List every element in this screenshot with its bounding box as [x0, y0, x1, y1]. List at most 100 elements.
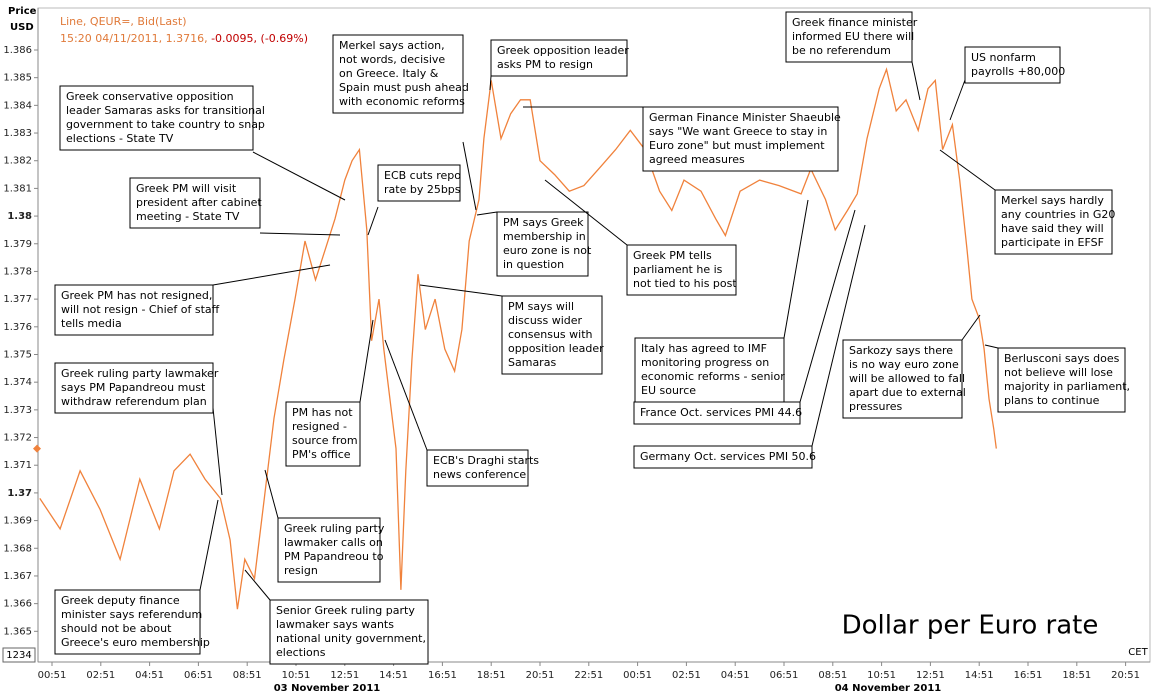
y-tick-label: 1.382 — [3, 156, 32, 167]
annotation-leader — [212, 264, 331, 286]
annotation-leader — [462, 141, 477, 211]
annotation-leader — [359, 319, 374, 403]
annotation-leader — [911, 61, 921, 101]
annotation-text: Greek PM tells — [633, 249, 712, 262]
annotation-text: should not be about — [61, 622, 172, 635]
annotation-text: pressures — [849, 400, 903, 413]
annotation-text: Greek PM will visit — [136, 182, 237, 195]
y-tick-label: 1.368 — [3, 543, 32, 554]
x-tick-label: 14:51 — [379, 670, 408, 681]
annotation-text: ECB's Draghi starts — [433, 454, 539, 467]
annotation-text: on Greece. Italy & — [339, 67, 439, 80]
legend-header: Line, QEUR=, Bid(Last) — [60, 15, 187, 28]
annotation-text: informed EU there will — [792, 30, 914, 43]
annotation-box — [269, 599, 429, 665]
annotation-text: Sarkozy says there — [849, 344, 953, 357]
annotation-text: Greek PM has not resigned, — [61, 289, 212, 302]
y-tick-label: 1.37 — [7, 488, 32, 499]
annotation-text: PM's office — [292, 448, 351, 461]
annotation-text: Italy has agreed to IMF — [641, 342, 767, 355]
annotation-leader — [419, 284, 503, 297]
y-tick-label: 1.371 — [3, 460, 32, 471]
y-tick-label: 1.369 — [3, 516, 32, 527]
annotation-text: Greek ruling party — [284, 522, 385, 535]
annotation-leader — [949, 79, 966, 121]
annotation-text: Germany Oct. services PMI 50.6 — [640, 450, 816, 463]
annotation-text: euro zone is not — [503, 244, 592, 257]
annotation-box — [129, 177, 261, 229]
x-tick-label: 18:51 — [1062, 670, 1091, 681]
annotation-text: payrolls +80,000 — [971, 65, 1065, 78]
annotation-text: majority in parliament, — [1004, 380, 1130, 393]
annotation-text: Samaras — [508, 356, 556, 369]
x-tick-label: 10:51 — [867, 670, 896, 681]
annotation-text: Greek ruling party lawmaker — [61, 367, 219, 380]
x-tick-label: 02:51 — [672, 670, 701, 681]
annotation-text: PM Papandreou to — [284, 550, 384, 563]
annotation-text: elections — [276, 646, 326, 659]
annotation-text: apart due to external — [849, 386, 966, 399]
annotation-text: will be allowed to fall — [849, 372, 965, 385]
last-value-marker — [33, 444, 41, 453]
annotation-text: Spain must push ahead — [339, 81, 469, 94]
annotation-leader — [544, 179, 628, 246]
annotation-box — [277, 517, 381, 583]
annotation-text: PM says will — [508, 300, 574, 313]
annotation-leader — [212, 407, 223, 496]
annotation-text: agreed measures — [649, 153, 745, 166]
annotation-text: will not resign - Chief of staff — [61, 303, 220, 316]
legend-quote-change: -0.0095, (-0.69%) — [211, 32, 308, 45]
annotation-leader — [259, 232, 341, 236]
x-tick-label: 04:51 — [135, 670, 164, 681]
annotation-text: US nonfarm — [971, 51, 1036, 64]
y-tick-label: 1.384 — [3, 100, 32, 111]
annotation-text: Greek finance minister — [792, 16, 918, 29]
x-tick-label: 10:51 — [282, 670, 311, 681]
x-tick-label: 14:51 — [965, 670, 994, 681]
annotation-box — [496, 211, 589, 277]
annotation-text: Greek conservative opposition — [66, 90, 234, 103]
y-tick-label: 1.374 — [3, 377, 32, 388]
y-tick-label: 1.365 — [3, 626, 32, 637]
date-label: 03 November 2011 — [274, 683, 381, 694]
annotation-leader — [199, 499, 219, 591]
y-tick-label: 1.385 — [3, 73, 32, 84]
annotation-box — [59, 85, 254, 151]
annotation-text: in question — [503, 258, 564, 271]
annotation-text: Merkel says hardly — [1001, 194, 1104, 207]
annotation-box — [626, 244, 737, 296]
y-tick-label: 1.367 — [3, 571, 32, 582]
x-tick-label: 12:51 — [916, 670, 945, 681]
x-tick-label: 20:51 — [1111, 670, 1140, 681]
annotation-leader — [476, 211, 498, 216]
chart-title: Dollar per Euro rate — [842, 611, 1099, 641]
x-tick-label: 00:51 — [623, 670, 652, 681]
annotation-leader — [939, 149, 996, 191]
x-tick-label: 16:51 — [1014, 670, 1043, 681]
y-tick-label: 1.383 — [3, 128, 32, 139]
annotation-text: withdraw referendum plan — [61, 395, 207, 408]
y-tick-label: 1.377 — [3, 294, 32, 305]
annotation-text: Berlusconi says does — [1004, 352, 1120, 365]
annotation-leader — [264, 469, 279, 519]
annotation-text: ECB cuts repo — [384, 169, 461, 182]
x-tick-label: 16:51 — [428, 670, 457, 681]
x-tick-label: 00:51 — [38, 670, 67, 681]
annotation-leader — [489, 75, 492, 91]
legend-quote-value: 15:20 04/11/2011, 1.3716, — [60, 32, 208, 45]
x-tick-label: 04:51 — [721, 670, 750, 681]
y-tick-label: 1.379 — [3, 239, 32, 250]
annotation-text: Euro zone" but must implement — [649, 139, 825, 152]
annotation-text: elections - State TV — [66, 132, 174, 145]
x-tick-label: 12:51 — [330, 670, 359, 681]
y-tick-label: 1.372 — [3, 433, 32, 444]
y-tick-label: 1.373 — [3, 405, 32, 416]
annotation-text: rate by 25bps — [384, 183, 461, 196]
annotation-text: resign — [284, 564, 318, 577]
annotation-text: minister says referendum — [61, 608, 202, 621]
annotation-box — [54, 589, 201, 655]
annotation-text: Merkel says action, — [339, 39, 445, 52]
y-tick-label: 1.366 — [3, 599, 32, 610]
x-tick-label: 06:51 — [184, 670, 213, 681]
annotation-text: discuss wider — [508, 314, 583, 327]
